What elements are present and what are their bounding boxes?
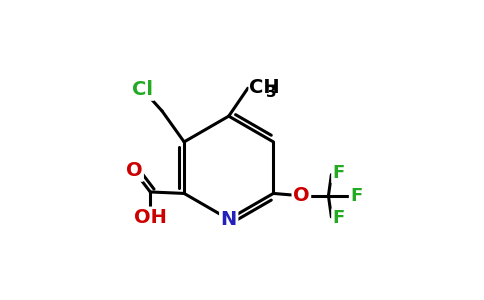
Text: OH: OH	[134, 208, 166, 227]
Text: O: O	[293, 186, 310, 205]
Text: CH: CH	[249, 78, 280, 97]
Text: Cl: Cl	[133, 80, 153, 99]
Text: 3: 3	[266, 85, 277, 100]
Text: F: F	[333, 164, 345, 182]
Text: N: N	[221, 210, 237, 229]
Text: O: O	[126, 161, 142, 180]
Text: F: F	[350, 187, 363, 205]
Text: F: F	[333, 209, 345, 227]
